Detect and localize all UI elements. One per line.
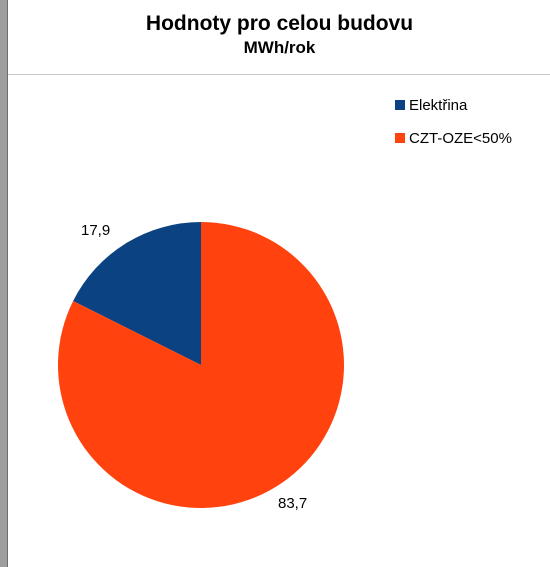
legend-label-1: CZT-OZE<50% bbox=[409, 130, 512, 147]
legend-swatch-1 bbox=[395, 133, 405, 143]
chart-panel: Hodnoty pro celou budovu MWh/rok 17,9 83,… bbox=[7, 0, 550, 567]
data-label-0: 17,9 bbox=[81, 222, 110, 239]
pie-chart: 17,9 83,7 Elektřina CZT-OZE<50% bbox=[8, 0, 550, 567]
legend-label-0: Elektřina bbox=[409, 97, 468, 114]
data-label-1: 83,7 bbox=[278, 495, 307, 512]
legend-swatch-0 bbox=[395, 100, 405, 110]
